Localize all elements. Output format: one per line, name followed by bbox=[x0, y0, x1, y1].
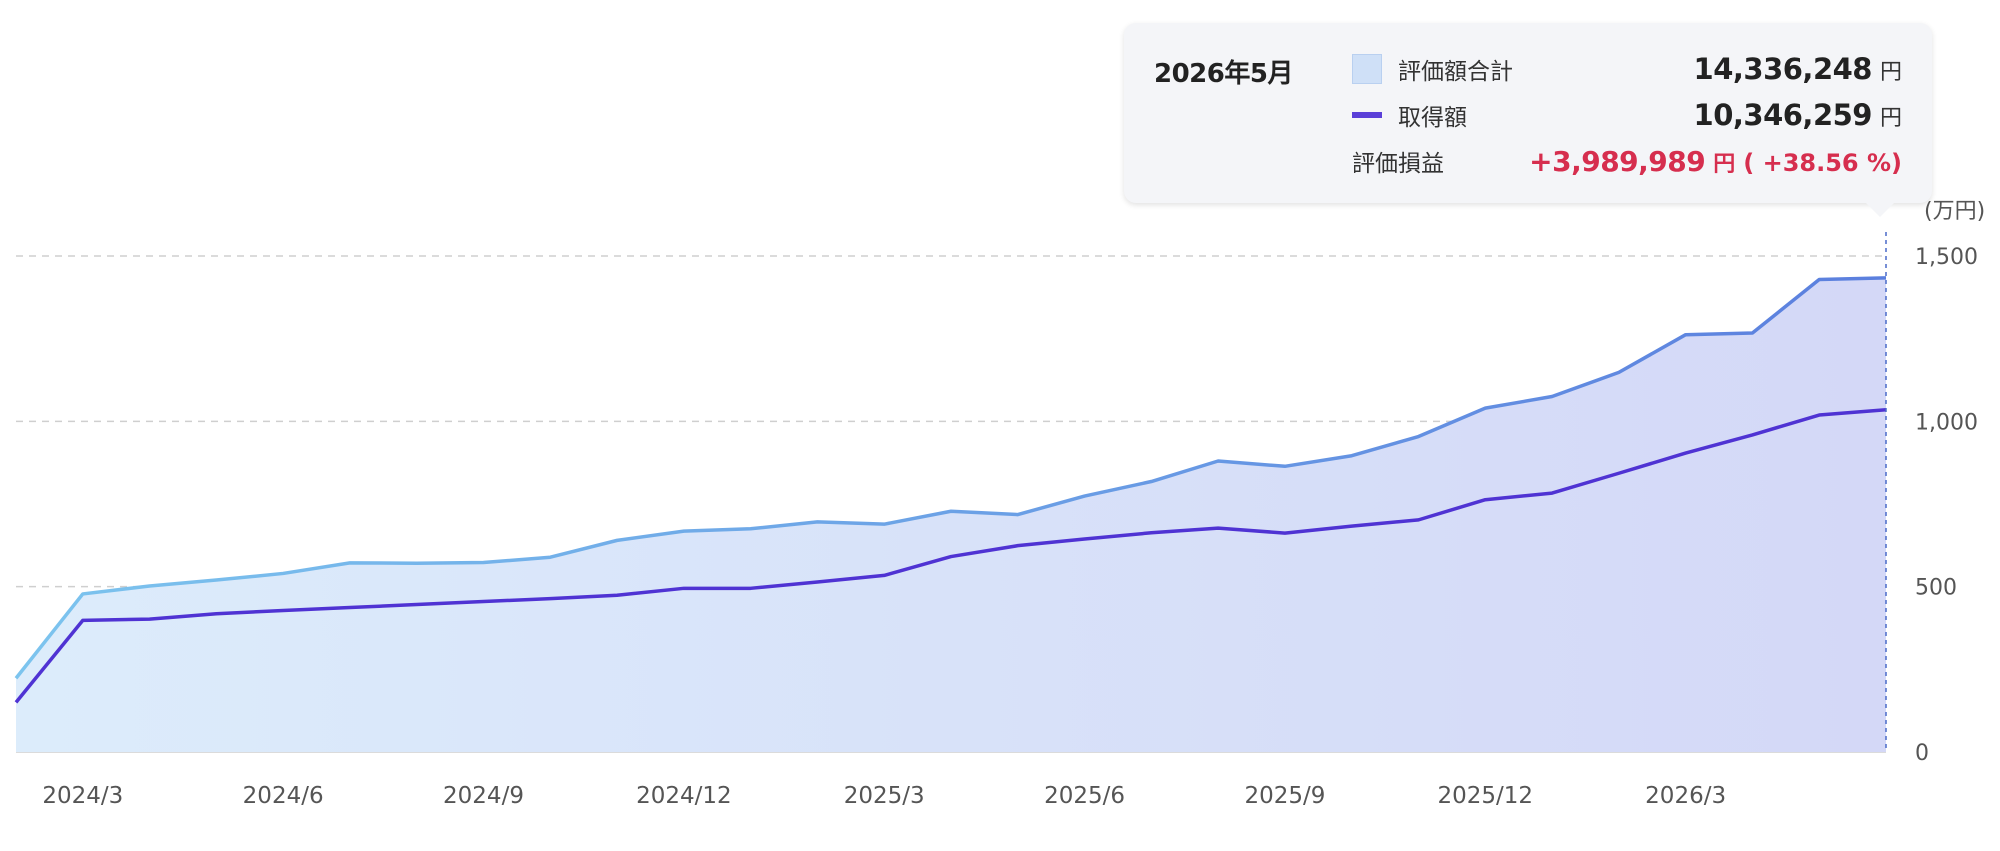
x-tick-label: 2025/12 bbox=[1438, 783, 1534, 809]
chart-tooltip: 2026年5月 評価額合計 14,336,248 円 取得額 10,346,25… bbox=[1124, 23, 1932, 203]
pl-percent: ( +38.56 %) bbox=[1743, 148, 1902, 177]
total-swatch bbox=[1352, 54, 1382, 84]
x-tick-label: 2025/6 bbox=[1044, 783, 1125, 809]
series-line-total bbox=[14, 276, 1887, 680]
x-tick-label: 2024/9 bbox=[443, 783, 524, 809]
y-tick-label: 500 bbox=[1915, 576, 1957, 601]
tooltip-total-value: 14,336,248 円 bbox=[1694, 52, 1902, 86]
x-tick-label: 2024/3 bbox=[42, 783, 123, 809]
x-tick-label: 2025/9 bbox=[1244, 783, 1325, 809]
tooltip-acquired-label: 取得額 bbox=[1398, 105, 1467, 131]
acquired-amount: 10,346,259 bbox=[1693, 98, 1873, 132]
tooltip-acquired-row: 取得額 10,346,259 円 bbox=[1352, 95, 1902, 135]
acquired-unit: 円 bbox=[1879, 106, 1902, 131]
acquired-swatch bbox=[1352, 112, 1382, 118]
x-tick-label: 2025/3 bbox=[844, 783, 925, 809]
y-tick-label: 1,000 bbox=[1915, 410, 1978, 435]
series-line-acquired bbox=[14, 408, 1887, 704]
pl-unit: 円 bbox=[1713, 151, 1736, 177]
tooltip-acquired-value: 10,346,259 円 bbox=[1694, 98, 1902, 132]
tooltip-total-row: 評価額合計 14,336,248 円 bbox=[1352, 49, 1902, 89]
y-axis-unit: (万円) bbox=[1924, 199, 1985, 224]
y-tick-label: 1,500 bbox=[1915, 245, 1978, 270]
y-tick-label: 0 bbox=[1915, 741, 1929, 766]
tooltip-pl-label: 評価損益 bbox=[1352, 151, 1444, 177]
tooltip-pointer bbox=[1866, 203, 1894, 217]
series-area-total bbox=[16, 277, 1886, 752]
x-tick-label: 2026/3 bbox=[1645, 783, 1726, 809]
tooltip-date: 2026年5月 bbox=[1154, 59, 1293, 89]
pl-amount: +3,989,989 bbox=[1529, 144, 1706, 178]
x-tick-label: 2024/12 bbox=[636, 783, 732, 809]
tooltip-pl-row: 評価損益 +3,989,989 円 ( +38.56 %) bbox=[1352, 141, 1902, 181]
tooltip-pl-value: +3,989,989 円 ( +38.56 %) bbox=[1529, 145, 1902, 178]
tooltip-total-label: 評価額合計 bbox=[1398, 59, 1513, 85]
total-amount: 14,336,248 bbox=[1693, 52, 1873, 86]
x-tick-label: 2024/6 bbox=[243, 783, 324, 809]
total-unit: 円 bbox=[1879, 60, 1902, 85]
